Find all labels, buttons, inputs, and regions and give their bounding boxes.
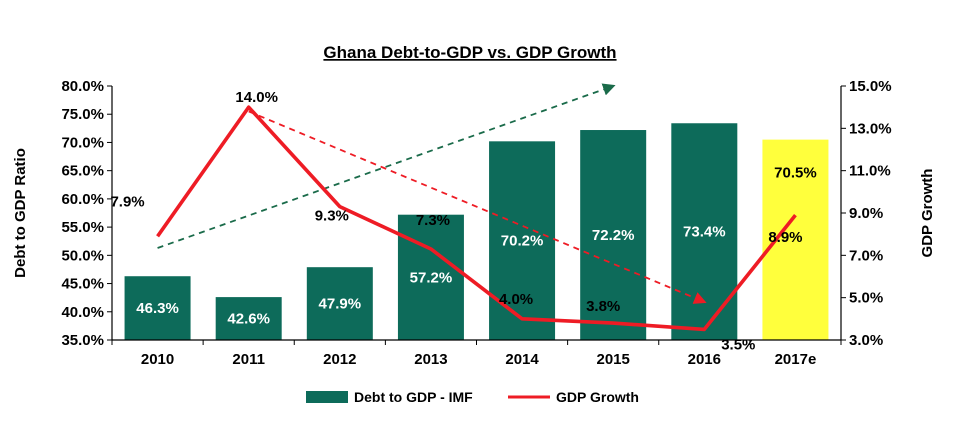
chart-title: Ghana Debt-to-GDP vs. GDP Growth <box>323 43 616 62</box>
y-right-tick-label: 15.0% <box>849 78 892 95</box>
y-left-tick-label: 70.0% <box>61 134 104 151</box>
bar-labels-group: 46.3% 42.6% 47.9% 57.2% 70.2% 72.2% 73.4% 70.5% <box>136 165 816 328</box>
x-tick-label-2010: 2010 <box>141 351 174 368</box>
point-label-2010: 7.9% <box>110 193 144 210</box>
y-left-tick-label: 75.0% <box>61 106 104 123</box>
x-axis-ticks: 2010 2011 2012 2013 2014 2015 2016 2017e <box>111 340 842 368</box>
bar-2017e <box>762 139 829 340</box>
y-left-tick-label: 45.0% <box>61 276 104 293</box>
bar-label-2016: 73.4% <box>683 224 726 241</box>
point-label-2016: 3.5% <box>721 336 755 353</box>
bar-2013 <box>397 214 464 340</box>
bar-label-2012: 47.9% <box>319 296 362 313</box>
x-tick-label-2014: 2014 <box>505 351 539 368</box>
bar-2015 <box>580 130 647 340</box>
point-labels-group: 7.9% 14.0% 9.3% 7.3% 4.0% 3.8% 3.5% 8.9% <box>110 89 802 353</box>
bar-label-2017e: 70.5% <box>774 165 817 182</box>
trend-arrows <box>157 83 707 304</box>
y-right-tick-label: 9.0% <box>849 205 883 222</box>
legend-label-debt: Debt to GDP - IMF <box>354 389 473 405</box>
trend-arrow-up <box>157 83 616 249</box>
trend-arrow-down <box>248 110 707 304</box>
y-axis-right-title: GDP Growth <box>919 169 936 258</box>
point-label-2014: 4.0% <box>499 291 533 308</box>
y-axis-left-title: Debt to GDP Ratio <box>12 148 29 278</box>
point-label-2011: 14.0% <box>235 89 278 106</box>
bar-label-2015: 72.2% <box>592 227 635 244</box>
bar-label-2014: 70.2% <box>501 233 544 250</box>
x-tick-label-2017e: 2017e <box>775 351 817 368</box>
y-left-tick-label: 50.0% <box>61 247 104 264</box>
gdp-growth-line <box>156 105 797 332</box>
y-left-tick-label: 35.0% <box>61 332 104 349</box>
point-label-2013: 7.3% <box>416 212 450 229</box>
y-right-tick-label: 3.0% <box>849 332 883 349</box>
x-tick-label-2013: 2013 <box>414 351 447 368</box>
bar-label-2011: 42.6% <box>227 311 270 328</box>
gdp-growth-line-group <box>156 105 797 332</box>
bar-2011 <box>215 297 282 340</box>
bar-2012 <box>306 267 373 340</box>
x-tick-label-2016: 2016 <box>688 351 721 368</box>
y-left-tick-label: 80.0% <box>61 78 104 95</box>
bar-2010 <box>124 276 191 340</box>
y-left-tick-label: 40.0% <box>61 304 104 321</box>
bar-label-2010: 46.3% <box>136 300 179 317</box>
legend-swatch-debt <box>306 391 348 403</box>
x-tick-label-2011: 2011 <box>232 351 265 368</box>
y-axis-right-ticks: 3.0% 5.0% 7.0% 9.0% 11.0% 13.0% 15.0% <box>841 78 892 349</box>
point-label-2012: 9.3% <box>315 208 349 225</box>
bar-label-2013: 57.2% <box>410 269 453 286</box>
legend-label-growth: GDP Growth <box>556 389 639 405</box>
y-right-tick-label: 5.0% <box>849 290 883 307</box>
y-left-tick-label: 60.0% <box>61 191 104 208</box>
x-tick-label-2015: 2015 <box>597 351 630 368</box>
bars-group <box>124 123 829 341</box>
x-tick-label-2012: 2012 <box>323 351 356 368</box>
point-label-2017e: 8.9% <box>768 229 802 246</box>
y-right-tick-label: 7.0% <box>849 247 883 264</box>
y-right-tick-label: 13.0% <box>849 120 892 137</box>
y-right-tick-label: 11.0% <box>849 163 891 180</box>
point-label-2015: 3.8% <box>586 298 620 315</box>
legend: Debt to GDP - IMF GDP Growth <box>306 389 639 405</box>
y-axis-left-ticks: 35.0% 40.0% 45.0% 50.0% 55.0% 60.0% 65.0% 70.0%… <box>61 78 112 349</box>
y-left-tick-label: 55.0% <box>61 219 104 236</box>
bar-2014 <box>489 141 556 340</box>
y-left-tick-label: 65.0% <box>61 163 104 180</box>
